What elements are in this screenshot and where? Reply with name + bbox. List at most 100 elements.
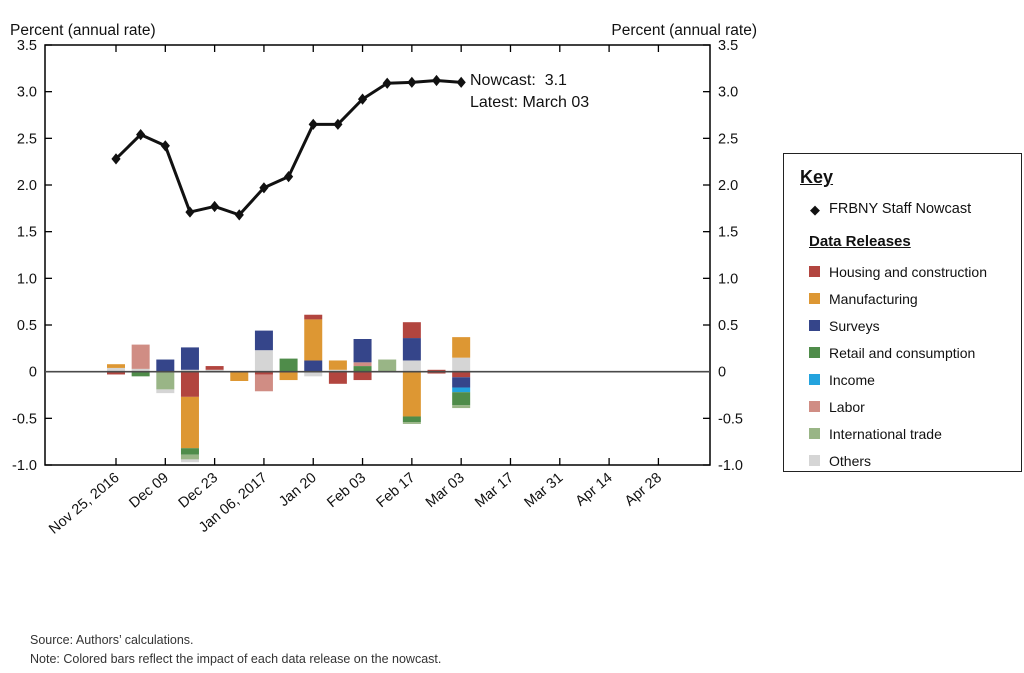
bar-segment-surveys bbox=[254, 330, 273, 351]
annotation-nowcast-value: Nowcast: 3.1 bbox=[470, 72, 567, 89]
intl_trade-swatch-icon bbox=[809, 428, 820, 439]
bar-segment-labor bbox=[131, 344, 150, 369]
bar-segment-intl_trade bbox=[452, 405, 471, 409]
y-tick-label-right: -0.5 bbox=[718, 411, 743, 427]
bar-segment-others bbox=[402, 360, 421, 372]
bar-segment-others bbox=[180, 369, 199, 372]
nowcast-marker bbox=[456, 76, 466, 88]
x-tick-label: Mar 17 bbox=[472, 470, 517, 511]
bar-segment-manufacturing bbox=[328, 360, 347, 370]
data-release-bars bbox=[107, 314, 471, 463]
bar-segment-others bbox=[180, 459, 199, 463]
key-item-label: International trade bbox=[829, 425, 942, 442]
surveys-swatch-icon bbox=[809, 320, 820, 331]
y-tick-label-right: -1.0 bbox=[718, 458, 743, 474]
y-tick-label-left: 0.5 bbox=[17, 318, 37, 334]
bar-segment-housing bbox=[427, 369, 446, 372]
nowcast-marker bbox=[185, 206, 195, 218]
x-tick-label: Mar 03 bbox=[423, 470, 468, 511]
key-item-intl_trade: International trade bbox=[809, 420, 1007, 447]
bar-segment-manufacturing bbox=[304, 319, 323, 361]
housing-swatch-icon bbox=[809, 266, 820, 277]
key-data-releases-title: Data Releases bbox=[809, 233, 911, 250]
nowcast-marker bbox=[136, 129, 146, 141]
key-item-label: Income bbox=[829, 371, 875, 388]
bar-segment-retail bbox=[353, 366, 372, 372]
nowcast-marker bbox=[283, 171, 294, 183]
y-tick-label-right: 0.5 bbox=[718, 318, 738, 334]
y-tick-label-left: 3.0 bbox=[17, 85, 37, 101]
y-tick-label-left: 1.5 bbox=[17, 225, 37, 241]
plot-area: 3.5 3.5 3.0 3.0 2.5 2.5 2.0 2.0 1.5 1.5 1.0 1.0 0.5 0… bbox=[12, 38, 743, 538]
nowcast-marker bbox=[407, 76, 417, 88]
bar-segment-surveys bbox=[353, 339, 372, 363]
key-item-labor: Labor bbox=[809, 393, 1007, 420]
key-item-label: Retail and consumption bbox=[829, 344, 976, 361]
retail-swatch-icon bbox=[809, 347, 820, 358]
key-item-manufacturing: Manufacturing bbox=[809, 285, 1007, 312]
bar-segment-manufacturing bbox=[107, 364, 125, 368]
bar-segment-housing bbox=[353, 371, 372, 381]
x-tick-label: Nov 25, 2016 bbox=[46, 470, 122, 538]
nowcast-marker bbox=[308, 118, 318, 130]
key-item-label: Labor bbox=[829, 398, 865, 415]
x-tick-label: Dec 09 bbox=[126, 470, 171, 512]
annotation-latest-date: Latest: March 03 bbox=[470, 94, 590, 111]
nowcast-marker bbox=[382, 77, 392, 89]
bar-segment-manufacturing bbox=[452, 337, 471, 358]
nowcast-marker bbox=[160, 140, 170, 152]
bar-segment-surveys bbox=[402, 338, 421, 361]
y-tick-label-right: 3.5 bbox=[718, 38, 738, 54]
bar-segment-housing bbox=[402, 322, 421, 339]
x-tick-label: Apr 28 bbox=[622, 470, 665, 510]
bar-segment-housing bbox=[205, 366, 224, 370]
key-item-retail: Retail and consumption bbox=[809, 339, 1007, 366]
nowcast-marker bbox=[333, 118, 343, 130]
key-item-label: Manufacturing bbox=[829, 290, 918, 307]
key-item-label: Others bbox=[829, 452, 872, 469]
bar-segment-others bbox=[131, 368, 150, 372]
bar-segment-manufacturing bbox=[279, 371, 298, 381]
bar-segment-housing bbox=[452, 371, 471, 378]
y-tick-label-right: 1.0 bbox=[718, 271, 738, 287]
manufacturing-swatch-icon bbox=[809, 293, 820, 304]
bar-segment-others bbox=[328, 369, 347, 372]
key-item-income: Income bbox=[809, 366, 1007, 393]
key-title: Key bbox=[800, 167, 834, 187]
bar-segment-retail bbox=[180, 448, 199, 455]
diamond-marker-icon: ◆ bbox=[810, 201, 820, 217]
key-item-surveys: Surveys bbox=[809, 312, 1007, 339]
x-tick-label: Jan 20 bbox=[276, 470, 320, 510]
key-item-others: Others bbox=[809, 447, 1007, 474]
bar-segment-others bbox=[107, 367, 125, 372]
bar-segment-surveys bbox=[452, 377, 471, 388]
bar-segment-surveys bbox=[304, 360, 323, 372]
others-swatch-icon bbox=[809, 455, 820, 466]
bar-segment-surveys bbox=[180, 347, 199, 370]
x-tick-label: Feb 17 bbox=[374, 470, 419, 511]
bar-segment-intl_trade bbox=[180, 454, 199, 460]
bar-segment-housing bbox=[427, 371, 446, 374]
x-tick-label: Feb 03 bbox=[324, 470, 369, 511]
y-tick-label-right: 3.0 bbox=[718, 85, 738, 101]
key-nowcast-label: FRBNY Staff Nowcast bbox=[829, 201, 972, 217]
bar-segment-surveys bbox=[156, 359, 175, 372]
bar-segment-housing bbox=[107, 371, 125, 375]
bar-segment-intl_trade bbox=[402, 422, 421, 424]
bar-segment-manufacturing bbox=[402, 371, 421, 417]
y-tick-label-left: -0.5 bbox=[12, 411, 37, 427]
key-item-label: Surveys bbox=[829, 317, 880, 334]
bar-segment-housing bbox=[328, 371, 347, 384]
nowcast-marker bbox=[234, 209, 244, 221]
nowcast-marker bbox=[259, 182, 269, 194]
footnotes: Source: Authors’ calculations. Note: Col… bbox=[30, 631, 441, 668]
y-tick-label-right: 2.5 bbox=[718, 131, 738, 147]
key-nowcast-row: ◆ FRBNY Staff Nowcast bbox=[810, 201, 1007, 217]
y-tick-label-right: 2.0 bbox=[718, 178, 738, 194]
x-tick-label: Dec 23 bbox=[176, 470, 221, 512]
bar-segment-labor bbox=[353, 362, 372, 367]
bar-segment-income bbox=[452, 387, 471, 393]
nowcast-annotation: Nowcast: 3.1 Latest: March 03 bbox=[470, 70, 589, 114]
nowcast-marker bbox=[210, 200, 220, 213]
